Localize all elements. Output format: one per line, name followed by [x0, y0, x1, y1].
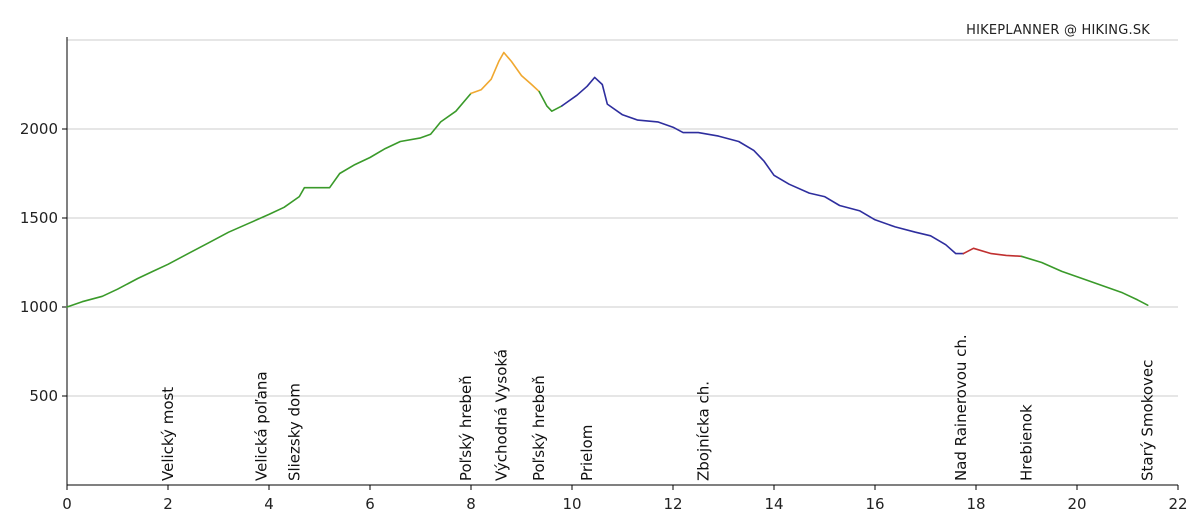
axes — [66, 37, 1178, 486]
x-axis-ticks: 0 2 4 6 8 10 12 14 16 18 20 22 — [62, 485, 1188, 513]
place-label: Starý Smokovec — [1139, 360, 1157, 481]
grid — [67, 39, 1178, 397]
series-line-1 — [66, 92, 472, 308]
x-tick-label: 10 — [562, 495, 581, 513]
y-tick-label: 1500 — [20, 209, 58, 227]
y-tick-label: 1000 — [20, 298, 58, 316]
place-labels: Velický most Velická poľana Sliezsky dom Po… — [159, 334, 1157, 481]
x-tick-label: 16 — [865, 495, 884, 513]
series-line-5 — [962, 247, 1023, 258]
place-label: Velický most — [159, 387, 177, 481]
series-line-3 — [538, 90, 563, 112]
x-tick-label: 6 — [365, 495, 375, 513]
x-tick-label: 8 — [466, 495, 476, 513]
series-line-4 — [561, 76, 965, 255]
place-label: Poľský hrebeň — [530, 375, 548, 481]
y-tick-label: 2000 — [20, 120, 58, 138]
series-line-2 — [470, 51, 540, 95]
place-label: Sliezsky dom — [285, 383, 303, 481]
series-group — [66, 51, 1149, 308]
x-tick-label: 12 — [663, 495, 682, 513]
place-label: Zbojnícka ch. — [694, 381, 712, 481]
y-tick-label: 500 — [29, 387, 58, 405]
place-label: Nad Rainerovou ch. — [952, 334, 970, 481]
credit-text: HIKEPLANNER @ HIKING.SK — [966, 23, 1150, 38]
x-tick-label: 0 — [62, 495, 72, 513]
x-tick-label: 18 — [966, 495, 985, 513]
series-line-6 — [1020, 255, 1149, 306]
place-label: Hrebienok — [1018, 404, 1036, 481]
x-tick-label: 20 — [1067, 495, 1086, 513]
place-label: Prielom — [578, 425, 596, 481]
y-axis-ticks: 500 1000 1500 2000 — [20, 120, 67, 405]
place-label: Východná Vysoká — [492, 349, 510, 481]
place-label: Poľský hrebeň — [457, 375, 475, 481]
x-tick-label: 4 — [264, 495, 274, 513]
place-label: Velická poľana — [252, 371, 270, 481]
x-tick-label: 14 — [764, 495, 783, 513]
x-tick-label: 22 — [1168, 495, 1187, 513]
x-tick-label: 2 — [163, 495, 173, 513]
